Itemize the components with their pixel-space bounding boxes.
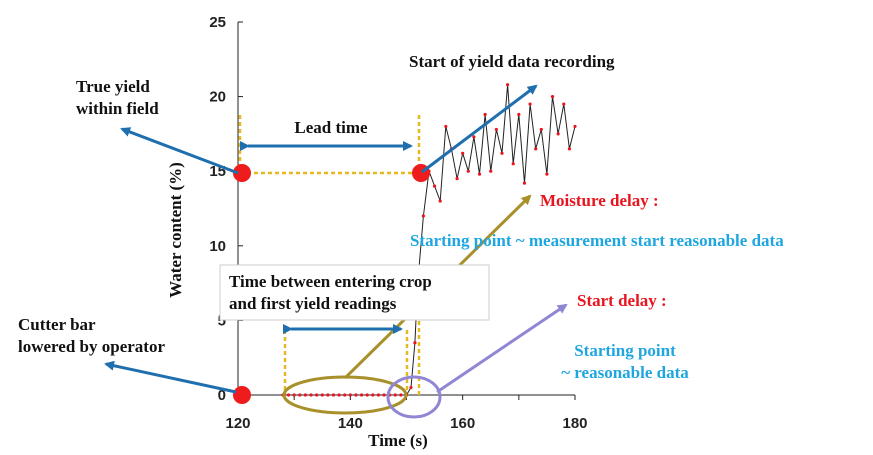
data-point — [539, 127, 543, 132]
y-tick-label-25: 25 — [209, 14, 226, 31]
data-point — [517, 112, 521, 117]
text-line: Time between entering crop — [229, 272, 432, 291]
moisture-delay-title: Moisture delay : — [540, 191, 659, 210]
y-tick-label-10: 10 — [209, 238, 226, 255]
data-point — [455, 177, 459, 181]
true-yield-label: True yield within field — [76, 77, 159, 118]
text-line: Cutter bar — [18, 315, 96, 334]
data-point — [573, 124, 577, 129]
y-tick-label-5: 5 — [218, 312, 226, 329]
data-point — [472, 135, 476, 139]
text-line: and first yield readings — [229, 294, 397, 313]
data-point — [483, 112, 487, 117]
data-point — [534, 147, 538, 151]
y-tick-label-0: 0 — [218, 387, 226, 404]
data-point — [286, 393, 291, 397]
data-point — [556, 132, 560, 136]
text-line: lowered by operator — [18, 337, 165, 356]
data-point — [562, 102, 566, 106]
data-point — [477, 172, 482, 176]
data-point — [489, 169, 493, 173]
text-line: within field — [76, 99, 159, 118]
cutter-bar-label: Cutter bar lowered by operator — [18, 315, 165, 356]
data-point — [331, 393, 336, 397]
moisture-delay-desc: Starting point ~ measurement start reaso… — [410, 231, 784, 250]
true-yield-marker — [233, 164, 251, 182]
data-point — [409, 385, 413, 390]
data-point — [413, 341, 417, 345]
start-delay-arrow — [436, 303, 568, 394]
x-tick-marks: 120 140 160 180 — [225, 395, 588, 432]
series-moisture — [281, 83, 577, 397]
cutter-bar-arrow — [104, 360, 237, 394]
cutter-bar-marker — [233, 386, 251, 404]
x-tick-label-180: 180 — [562, 415, 587, 432]
true-yield-arrow — [120, 127, 239, 175]
start-delay-circle — [386, 375, 442, 419]
data-point — [567, 147, 571, 151]
data-point — [292, 393, 296, 397]
data-point — [371, 393, 375, 397]
text-line: True yield — [76, 77, 150, 96]
data-point — [303, 393, 307, 397]
data-point — [494, 127, 498, 132]
data-point — [506, 83, 510, 87]
data-point — [315, 393, 319, 397]
data-point — [354, 393, 358, 397]
data-point — [528, 102, 532, 106]
data-point — [365, 393, 369, 397]
start-recording-arrow — [421, 84, 538, 174]
y-axis-title: Water content (%) — [166, 162, 185, 298]
data-point — [399, 393, 403, 397]
data-point — [550, 95, 555, 99]
data-point — [337, 393, 341, 397]
data-point — [309, 393, 313, 397]
data-point — [298, 393, 302, 397]
text-line: Starting point — [574, 341, 676, 360]
start-delay-title: Start delay : — [577, 291, 667, 310]
data-point — [500, 151, 504, 155]
data-point — [421, 214, 425, 218]
start-recording-label: Start of yield data recording — [409, 52, 615, 71]
lead-time-label: Lead time — [294, 118, 368, 137]
data-point — [326, 393, 330, 397]
data-point — [466, 169, 470, 173]
time-between-box — [219, 264, 490, 321]
data-point — [382, 393, 386, 397]
data-point — [393, 393, 397, 397]
data-point — [444, 124, 448, 129]
data-point — [511, 162, 515, 166]
data-point — [432, 184, 437, 188]
text-line: ~ reasonable data — [561, 363, 689, 382]
data-point — [522, 181, 527, 185]
start-delay-desc: Starting point ~ reasonable data — [561, 341, 689, 382]
x-tick-label-120: 120 — [225, 415, 250, 432]
y-tick-label-20: 20 — [209, 89, 226, 106]
x-tick-label-160: 160 — [450, 415, 475, 432]
data-point — [376, 393, 381, 397]
data-point — [348, 393, 352, 397]
x-axis-title: Time (s) — [368, 431, 428, 450]
data-point — [320, 393, 324, 397]
data-point — [343, 393, 347, 397]
time-between-label: Time between entering crop and first yiel… — [229, 272, 432, 313]
data-point — [461, 151, 465, 155]
x-tick-label-140: 140 — [338, 415, 363, 432]
data-point — [545, 172, 549, 176]
guide-lines — [238, 115, 421, 395]
data-point — [359, 393, 364, 397]
data-point — [438, 199, 442, 203]
